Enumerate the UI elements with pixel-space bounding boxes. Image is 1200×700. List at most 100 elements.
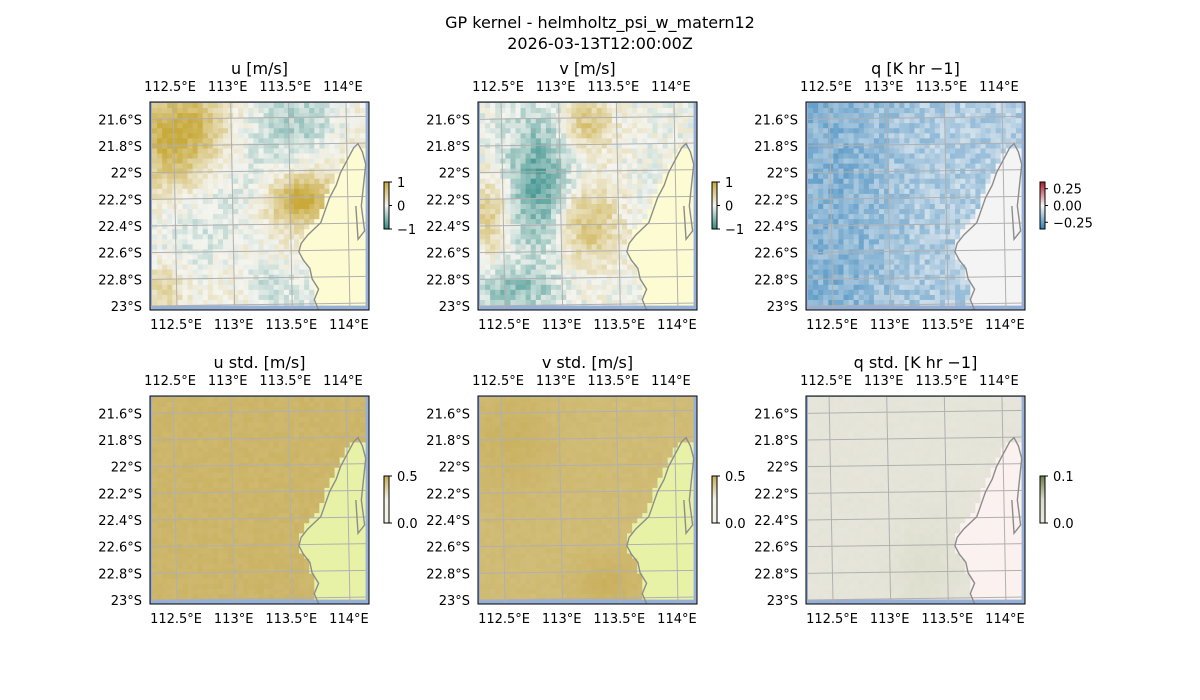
data-cell xyxy=(818,254,824,261)
data-cell xyxy=(1000,108,1007,114)
data-cell xyxy=(253,133,260,139)
data-cell xyxy=(566,214,572,220)
data-cell xyxy=(1010,133,1017,139)
data-cell xyxy=(591,118,598,124)
data-cell xyxy=(838,244,845,251)
data-cell xyxy=(601,239,608,245)
data-cell xyxy=(924,148,931,155)
data-cell xyxy=(980,229,987,235)
data-cell xyxy=(576,209,583,215)
data-cell xyxy=(955,214,961,220)
data-cell xyxy=(324,108,331,114)
data-cell xyxy=(586,229,593,235)
data-cell xyxy=(540,153,547,160)
data-cell xyxy=(248,173,255,180)
data-cell xyxy=(309,279,315,286)
data-cell xyxy=(601,103,608,109)
data-cell xyxy=(873,123,880,129)
data-cell xyxy=(858,269,865,276)
data-cell xyxy=(217,219,224,225)
data-cell xyxy=(248,128,255,134)
data-cell xyxy=(273,299,280,306)
data-cell xyxy=(505,178,512,185)
data-cell xyxy=(980,254,987,261)
data-cell xyxy=(566,249,572,256)
data-cell xyxy=(288,158,295,165)
data-cell xyxy=(657,138,664,144)
data-cell xyxy=(299,259,305,266)
data-cell xyxy=(162,234,168,240)
data-cell xyxy=(545,284,552,291)
lat-tick-label: 22.4°S xyxy=(98,220,142,235)
data-cell xyxy=(258,244,265,251)
data-cell xyxy=(667,143,674,150)
data-cell xyxy=(677,133,684,139)
data-cell xyxy=(934,249,941,256)
data-cell xyxy=(228,178,234,185)
data-cell xyxy=(682,284,689,291)
data-cell xyxy=(637,209,643,215)
data-cell xyxy=(177,204,184,210)
data-cell xyxy=(858,103,865,109)
data-cell xyxy=(278,133,285,139)
data-cell xyxy=(1010,138,1017,144)
data-cell xyxy=(647,244,654,251)
data-cell xyxy=(268,249,275,256)
data-cell xyxy=(985,123,992,129)
colorbar-tick-label: 0 xyxy=(725,200,733,215)
data-cell xyxy=(591,254,598,261)
data-cell xyxy=(813,264,819,271)
data-cell xyxy=(495,279,501,286)
data-cell xyxy=(197,113,204,119)
data-cell xyxy=(561,234,567,240)
data-cell xyxy=(939,123,946,129)
data-cell xyxy=(167,264,173,271)
data-cell xyxy=(339,214,346,220)
data-cell xyxy=(344,279,351,286)
data-cell xyxy=(510,148,517,155)
data-cell xyxy=(642,299,648,306)
data-cell xyxy=(278,244,285,251)
data-cell xyxy=(309,209,315,215)
data-cell xyxy=(192,204,199,210)
data-cell xyxy=(551,148,557,155)
data-cell xyxy=(576,259,583,266)
data-cell xyxy=(248,269,255,276)
data-cell xyxy=(540,284,547,291)
data-cell xyxy=(187,204,194,210)
data-cell xyxy=(904,108,911,114)
data-cell xyxy=(540,264,547,271)
data-cell xyxy=(515,239,522,245)
data-cell xyxy=(288,118,295,124)
data-cell xyxy=(520,168,527,175)
data-cell xyxy=(899,188,905,195)
data-cell xyxy=(899,113,905,119)
data-cell xyxy=(283,138,290,144)
data-cell xyxy=(278,148,285,155)
data-cell xyxy=(596,178,603,185)
data-cell xyxy=(904,193,911,200)
data-cell xyxy=(970,204,976,210)
data-cell xyxy=(359,239,366,245)
data-cell xyxy=(848,224,855,230)
data-cell xyxy=(965,108,971,114)
data-cell xyxy=(833,193,840,200)
data-cell xyxy=(535,133,542,139)
data-cell xyxy=(1005,153,1012,160)
data-cell xyxy=(530,254,537,261)
data-cell xyxy=(955,264,961,271)
data-cell xyxy=(349,219,356,225)
data-cell xyxy=(965,244,971,251)
data-cell xyxy=(975,148,982,155)
data-cell xyxy=(863,259,870,266)
data-cell xyxy=(152,108,158,114)
data-cell xyxy=(253,294,260,301)
data-cell xyxy=(848,264,855,271)
data-cell xyxy=(167,178,173,185)
data-cell xyxy=(505,289,512,296)
data-cell xyxy=(828,128,834,134)
data-cell xyxy=(616,123,623,129)
data-cell xyxy=(248,214,255,220)
data-cell xyxy=(899,269,905,276)
data-cell xyxy=(960,183,966,190)
